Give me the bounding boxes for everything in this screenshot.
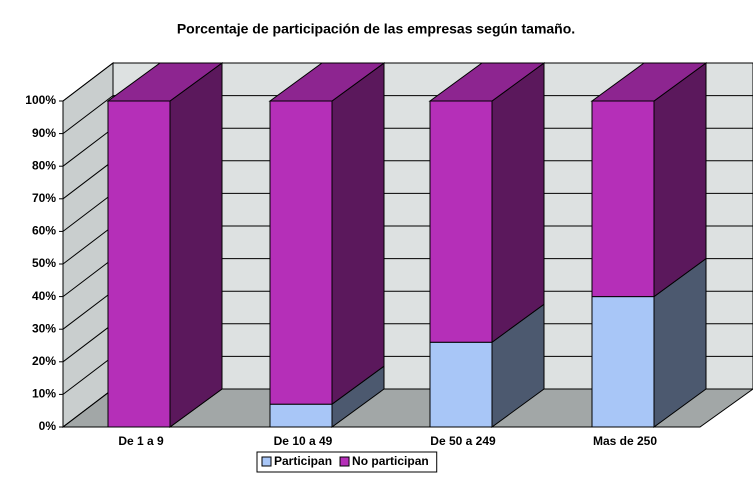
y-tick-label: 0%: [39, 419, 57, 433]
bar-top: [590, 62, 708, 102]
y-tick-label: 30%: [32, 321, 56, 335]
bar-side: [491, 62, 545, 344]
bar: [591, 100, 655, 298]
legend-label: No participan: [352, 454, 429, 468]
legend-label: Participan: [274, 454, 332, 468]
bar-side: [653, 62, 707, 298]
y-tick-label: 70%: [32, 191, 56, 205]
bar-top: [428, 62, 546, 102]
y-tick-label: 10%: [32, 387, 56, 401]
y-tick-label: 90%: [32, 126, 56, 140]
legend-swatch: [339, 456, 350, 467]
bar-side: [331, 62, 385, 406]
x-tick-label: De 1 a 9: [118, 434, 164, 448]
chart-title: Porcentaje de participación de las empre…: [177, 21, 575, 37]
x-tick-label: Mas de 250: [593, 434, 657, 448]
y-tick-label: 40%: [32, 289, 56, 303]
x-tick-label: De 10 a 49: [274, 434, 333, 448]
y-tick-label: 100%: [25, 93, 56, 107]
x-tick-label: De 50 a 249: [430, 434, 496, 448]
bar-top: [106, 62, 224, 102]
legend-swatch: [261, 456, 272, 467]
legend-box: [256, 451, 438, 473]
bar: [269, 100, 333, 405]
y-tick-label: 20%: [32, 354, 56, 368]
y-tick-label: 60%: [32, 224, 56, 238]
bar: [429, 100, 493, 343]
bar: [107, 100, 171, 428]
bar: [269, 403, 333, 428]
bar-side: [169, 62, 223, 428]
y-tick-label: 80%: [32, 158, 56, 172]
y-tick-label: 50%: [32, 256, 56, 270]
bar: [429, 341, 493, 428]
bar: [591, 296, 655, 428]
bar-top: [268, 62, 386, 102]
